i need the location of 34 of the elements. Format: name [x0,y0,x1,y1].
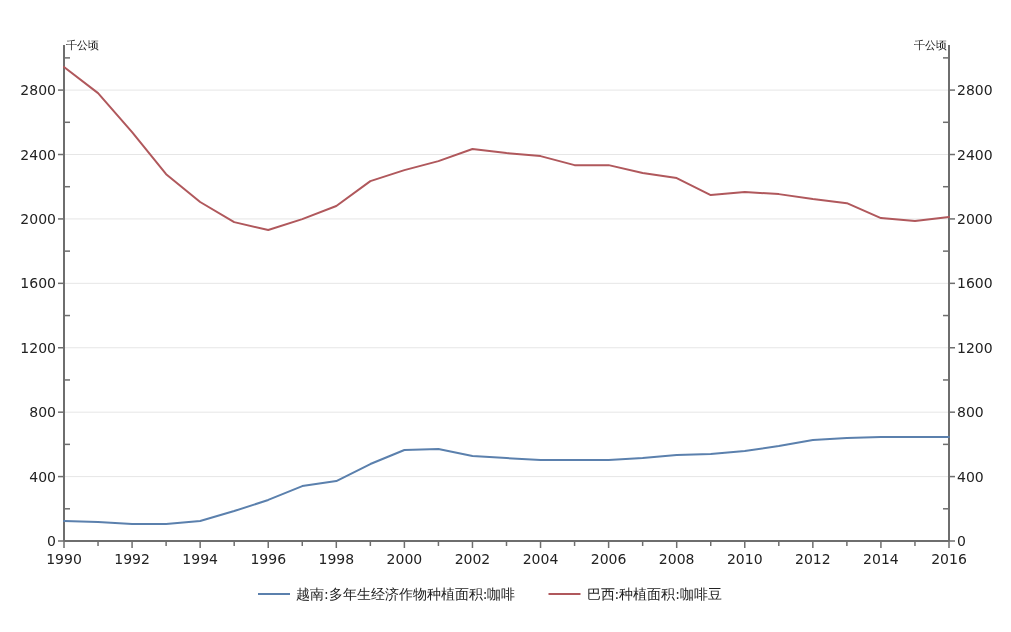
y-tick-label: 2800 [20,82,56,99]
y2-tick-label: 1600 [957,275,993,292]
y2-tick-label: 2000 [957,210,993,227]
y2-tick-label: 800 [957,404,984,421]
y-tick-label: 1200 [20,339,56,356]
y2-tick-label: 2400 [957,146,993,163]
x-tick-label: 2010 [726,551,763,567]
x-tick-label: 2008 [658,551,695,567]
y2-tick-label: 400 [957,468,984,485]
legend-label: 巴西:种植面积:咖啡豆 [586,586,722,602]
x-tick-label: 2002 [454,551,491,567]
x-tick-label: 2004 [522,551,559,567]
x-tick-label: 1990 [46,551,82,567]
legend-label: 越南:多年生经济作物种植面积:咖啡 [296,586,516,602]
y-tick-label: 2400 [20,146,56,163]
x-tick-label: 1992 [114,551,150,567]
y-tick-label: 0 [47,533,56,549]
x-tick-label: 1998 [318,551,355,567]
x-tick-label: 1994 [182,551,219,567]
x-tick-label: 2016 [931,551,967,567]
y-tick-label: 800 [29,404,56,421]
x-tick-label: 2014 [863,551,899,567]
y-tick-label: 2000 [20,210,56,227]
y-tick-label: 1600 [20,275,56,292]
x-tick-label: 2012 [795,551,831,567]
x-tick-label: 2006 [590,551,627,567]
x-tick-label: 2000 [386,551,423,567]
y2-tick-label: 1200 [957,339,993,356]
y2-tick-label: 0 [957,533,966,549]
y2-tick-label: 2800 [957,82,993,99]
y-axis-title: 千公顷 [66,39,99,52]
y2-axis-title: 千公顷 [914,39,947,52]
x-tick-label: 1996 [250,551,287,567]
y-tick-label: 400 [29,468,56,485]
